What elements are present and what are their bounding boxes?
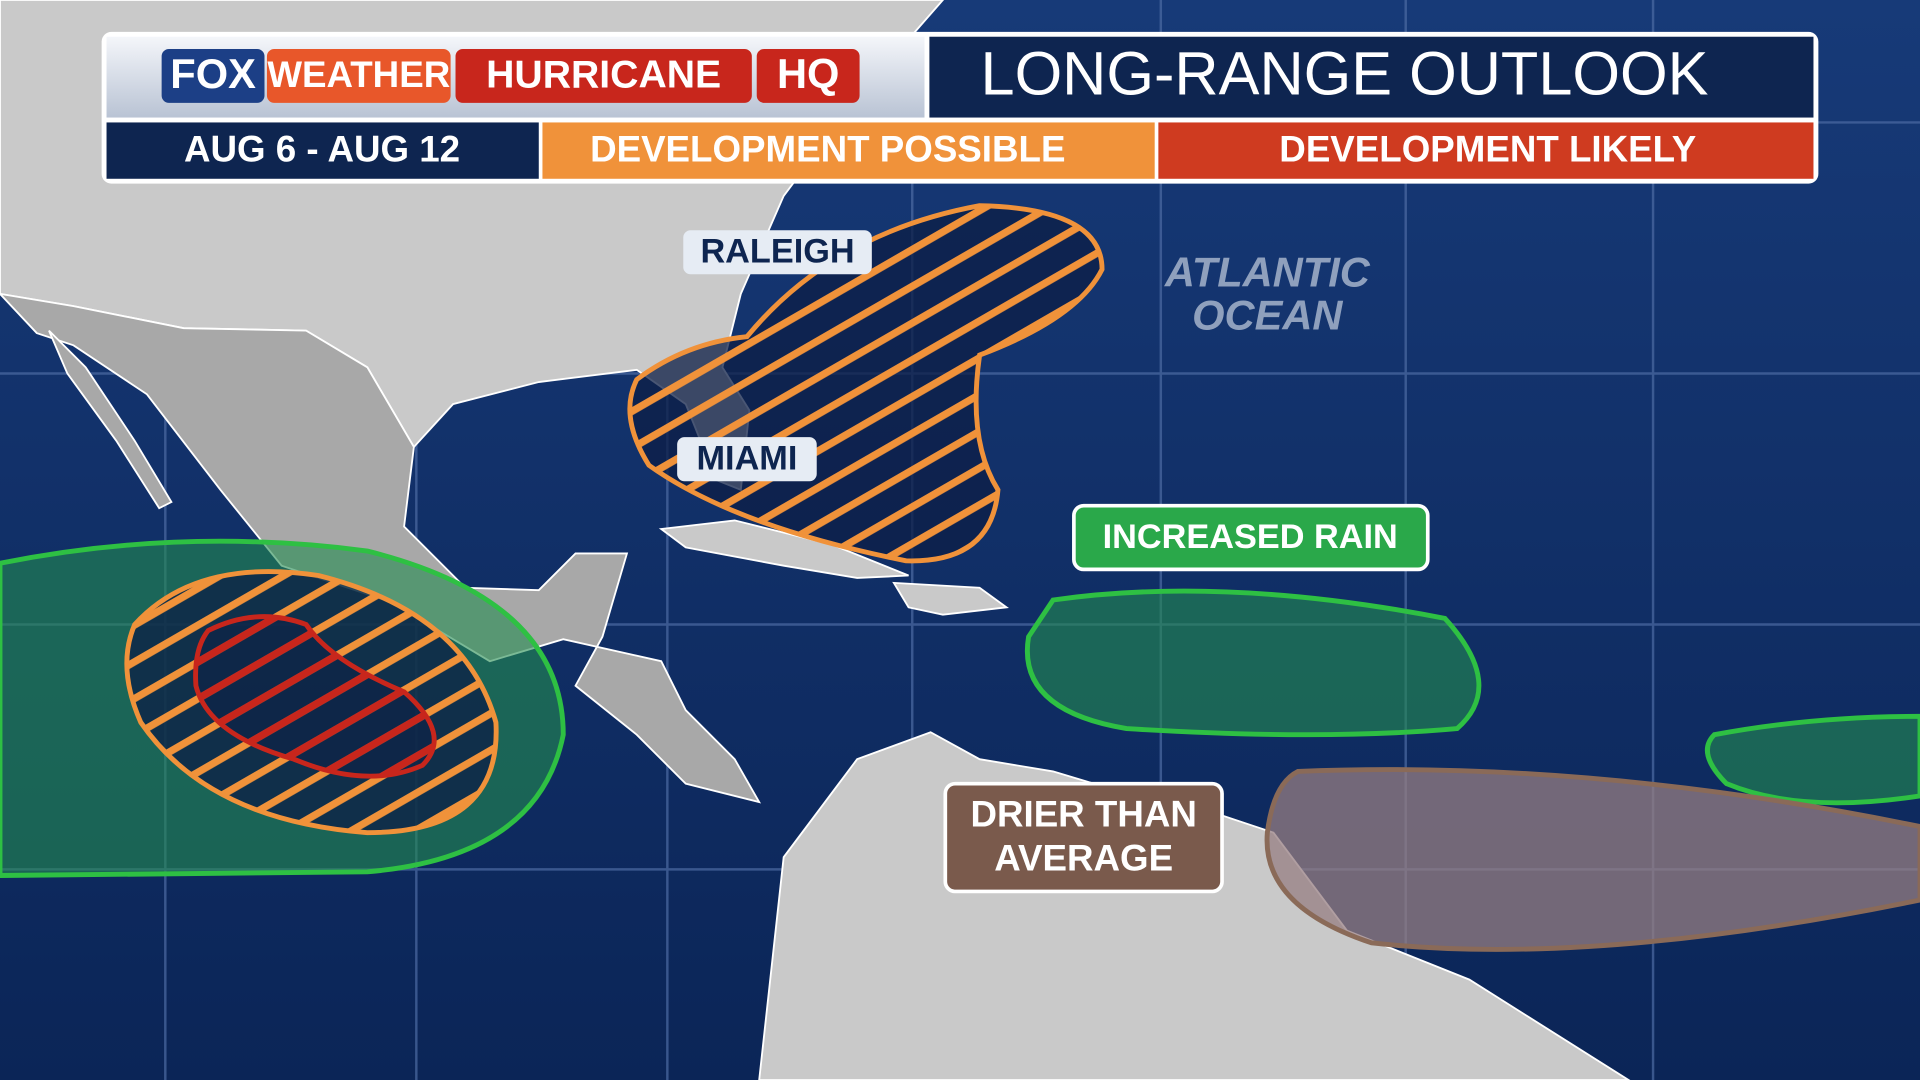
city-label: MIAMI bbox=[697, 439, 798, 477]
city-label: RALEIGH bbox=[700, 233, 854, 271]
legend-possible bbox=[542, 122, 1155, 179]
ocean-label: OCEAN bbox=[1192, 291, 1343, 338]
logo-text: FOX bbox=[170, 50, 256, 97]
zone-label: AVERAGE bbox=[994, 838, 1173, 879]
zone-label: DRIER THAN bbox=[970, 793, 1196, 834]
date-label: AUG 6 - AUG 12 bbox=[184, 129, 460, 170]
ocean-label: ATLANTIC bbox=[1164, 249, 1371, 296]
legend-label: DEVELOPMENT LIKELY bbox=[1279, 129, 1696, 170]
logo-text: HQ bbox=[777, 50, 839, 97]
city-labels: RALEIGH MIAMI bbox=[677, 230, 872, 482]
logo-box bbox=[266, 48, 451, 103]
header: FOX WEATHER HURRICANE HQ LONG-RANGE OUTL… bbox=[101, 31, 1819, 184]
logo-text: HURRICANE bbox=[486, 53, 721, 96]
rain-zone bbox=[1024, 588, 1482, 738]
label-box bbox=[683, 230, 872, 275]
legend-label: DEVELOPMENT POSSIBLE bbox=[590, 129, 1065, 170]
date-panel bbox=[106, 122, 539, 179]
logo-text: WEATHER bbox=[267, 54, 450, 95]
label-box bbox=[1072, 503, 1430, 572]
title-panel bbox=[929, 36, 1814, 118]
title: LONG-RANGE OUTLOOK bbox=[981, 40, 1709, 108]
label-box bbox=[677, 437, 817, 482]
label-box bbox=[943, 781, 1224, 894]
rain-zone bbox=[1704, 713, 1920, 806]
logo-box bbox=[756, 48, 860, 103]
zone-label: INCREASED RAIN bbox=[1103, 518, 1398, 556]
logo-box bbox=[455, 48, 752, 103]
legend-likely bbox=[1158, 122, 1814, 179]
likely-zone bbox=[193, 614, 437, 779]
logo-box bbox=[161, 48, 265, 103]
dry-zone bbox=[1264, 767, 1920, 952]
